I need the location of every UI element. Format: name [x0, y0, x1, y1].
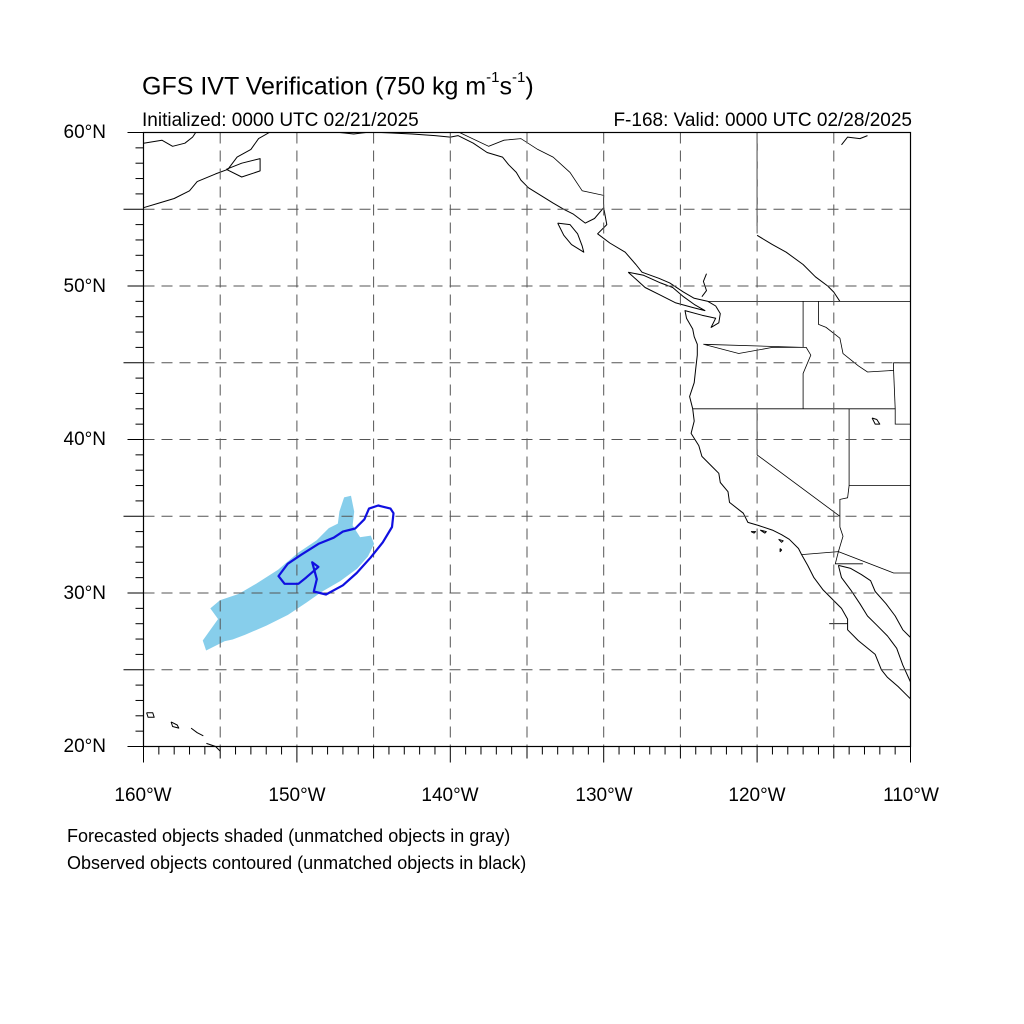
lon-label-120w: 120°W	[728, 785, 786, 806]
map-title: GFS IVT Verification (750 kg m-1s-1)	[142, 69, 534, 101]
coastline-0	[143, 132, 270, 209]
forecast-legend-note: Forecasted objects shaded (unmatched obj…	[67, 826, 511, 846]
forecast-object	[202, 495, 375, 651]
valid-time-label: F-168: Valid: 0000 UTC 02/28/2025	[613, 110, 912, 131]
coastline-16	[778, 538, 784, 543]
coastline-6	[684, 300, 911, 700]
lat-label-60n: 60°N	[63, 122, 106, 143]
boundary-12	[801, 551, 839, 555]
coastline-14	[146, 712, 155, 718]
lat-label-40n: 40°N	[63, 429, 106, 450]
coastline-20	[871, 417, 881, 425]
coastline-12	[190, 727, 204, 737]
lon-label-140w: 140°W	[421, 785, 479, 806]
coastline-5	[627, 271, 706, 312]
axis-ticks-layer	[123, 132, 911, 763]
observed-legend-note: Observed objects contoured (unmatched ob…	[67, 853, 527, 873]
forecast-objects-layer	[202, 495, 375, 651]
lon-label-160w: 160°W	[114, 785, 172, 806]
lat-label-30n: 30°N	[63, 583, 106, 604]
coastline-17	[759, 529, 767, 534]
boundary-7	[818, 301, 911, 373]
map-frame	[142, 131, 912, 748]
lon-label-150w: 150°W	[268, 785, 326, 806]
coastline-13	[206, 742, 221, 752]
coastline-2	[143, 132, 197, 147]
coastline-11	[701, 273, 707, 298]
coastline-8	[838, 564, 911, 638]
lon-label-130w: 130°W	[575, 785, 633, 806]
observed-object-contour	[277, 504, 395, 596]
observed-objects-layer	[277, 504, 395, 596]
boundary-2	[459, 132, 605, 208]
boundary-10	[839, 408, 850, 517]
init-time-label: Initialized: 0000 UTC 02/21/2025	[142, 110, 419, 131]
coastline-10	[756, 234, 841, 302]
lat-label-50n: 50°N	[63, 276, 106, 297]
lon-label-110w: 110°W	[883, 785, 939, 806]
boundary-9	[756, 408, 911, 574]
political-boundaries-layer	[459, 132, 911, 625]
boundary-13	[834, 551, 863, 565]
coastline-7	[837, 565, 911, 683]
coastline-9	[841, 135, 868, 146]
coastline-4	[557, 222, 585, 253]
coastline-18	[750, 531, 757, 534]
coastline-layer	[143, 132, 911, 752]
coastline-19	[779, 548, 783, 553]
coastline-1	[226, 158, 261, 178]
graticule-layer	[143, 132, 911, 747]
boundary-8	[893, 370, 896, 409]
lat-label-20n: 20°N	[63, 736, 106, 757]
coastline-3	[339, 132, 709, 302]
coastline-15	[170, 721, 180, 729]
